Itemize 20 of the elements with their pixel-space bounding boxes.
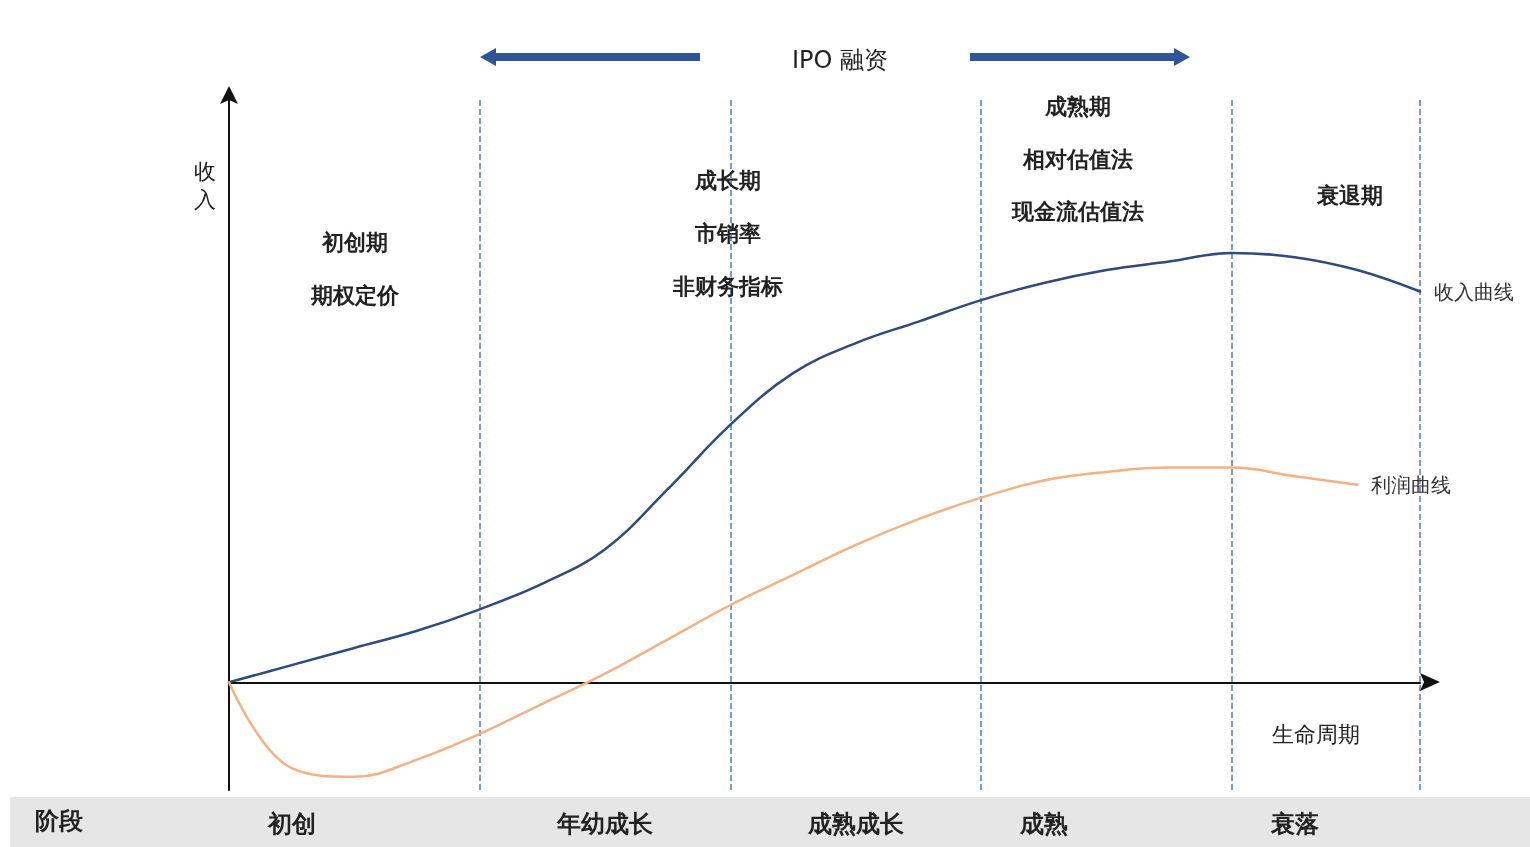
text: 阶段 [35,807,83,835]
text: 衰退期 [1317,182,1383,210]
x-tick-label: 衰落 [1269,810,1319,838]
series-label: 利润曲线 [1371,472,1452,497]
text: 现金流估值法 [1012,198,1144,226]
annotation: 期权定价 [311,282,399,310]
text: IPO 融资 [792,46,889,74]
y-axis-title: 收入 [194,158,217,214]
x-tick-label: 成熟成长 [806,810,904,838]
x-tick-label: 初创 [266,810,316,838]
annotation: 初创期 [322,229,388,257]
text: 相对估值法 [1023,146,1133,174]
annotation: 非财务指标 [673,273,783,301]
x-tick-label: 成熟 [1018,810,1068,838]
x-tick-label: 年幼成长 [556,810,654,838]
x-axis-title: 生命周期 [1272,721,1360,749]
text: 成熟期 [1045,93,1111,121]
series-label: 收入曲线 [1434,279,1514,304]
text: 成长期 [695,167,761,195]
text: 市销率 [695,220,761,248]
